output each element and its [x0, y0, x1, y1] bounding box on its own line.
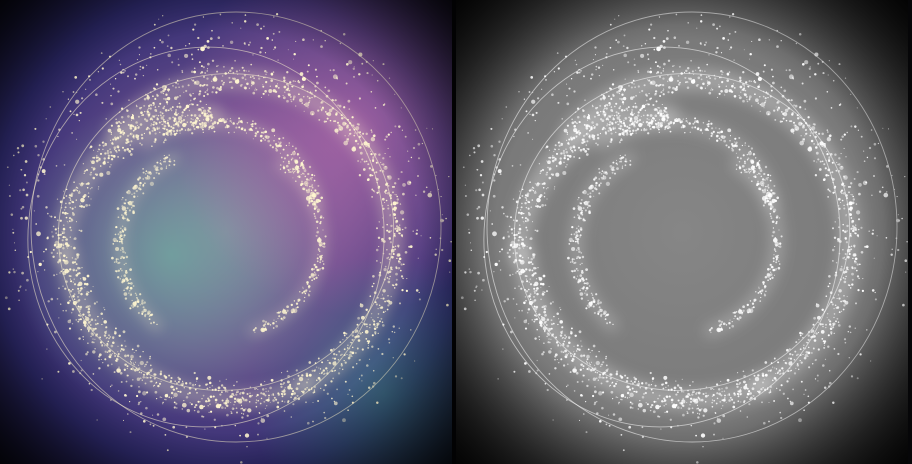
color-swirl-graphic — [0, 0, 452, 464]
grayscale-swirl-graphic — [456, 0, 908, 464]
grayscale-panel — [456, 0, 908, 464]
panel-divider — [452, 0, 456, 464]
vignette — [0, 0, 452, 464]
color-panel — [0, 0, 452, 464]
